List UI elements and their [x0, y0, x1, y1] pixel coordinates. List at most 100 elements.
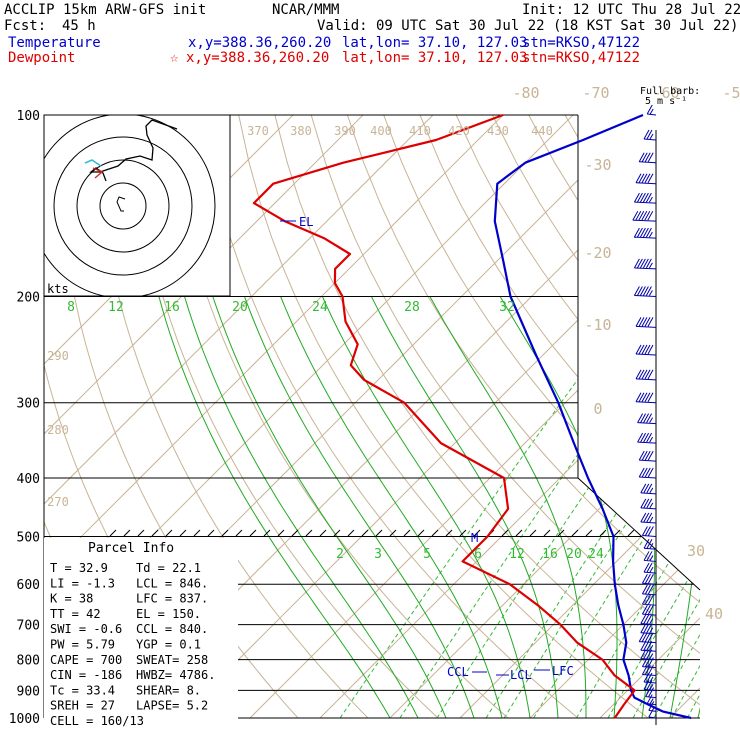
wind-barb-flag: [640, 413, 647, 423]
wind-barb-flag: [644, 594, 651, 605]
wind-barb-flag: [648, 687, 655, 697]
pressure-tick-label: 900: [17, 684, 40, 699]
dry-adiabat: [346, 115, 700, 718]
wind-barb: [635, 392, 657, 404]
wind-barb: [640, 649, 657, 661]
wind-barb-flag: [648, 707, 655, 718]
wind-barb-staff: [635, 378, 657, 381]
tropopause-hatch: [501, 529, 509, 537]
dewpoint-station: stn=RKSO,47122: [522, 50, 641, 66]
moist-adiabat: [499, 296, 618, 718]
dry-adiabat: [564, 115, 700, 718]
wind-barb-staff: [642, 582, 657, 585]
parcel-info-value: CELL = 160/13: [50, 714, 144, 728]
wind-barb-flag: [647, 467, 654, 478]
dry-adiabat: [93, 115, 369, 718]
wind-barb-flag: [647, 604, 654, 615]
wind-barb-flag: [638, 344, 645, 355]
wind-barb: [637, 413, 657, 425]
wind-barb: [635, 344, 657, 356]
pressure-tick-label: 500: [17, 530, 40, 545]
wind-barb-flag: [641, 467, 648, 478]
isotherm: [0, 115, 13, 718]
wind-barb-flag: [644, 526, 651, 536]
mixing-ratio-label: 28: [404, 300, 420, 315]
tropopause-hatch: [123, 529, 131, 537]
pressure-tick-label: 700: [17, 619, 40, 634]
wind-barb-staff: [643, 547, 657, 550]
wind-barb-staff: [635, 182, 657, 185]
wind-barb: [643, 129, 657, 141]
wind-barb-flag: [643, 623, 650, 634]
temperature-xy: x,y=388.36,260.20: [188, 35, 332, 51]
pressure-tick-label: 600: [17, 578, 40, 593]
wind-barb-flag: [647, 210, 654, 221]
moist-adiabat: [669, 296, 700, 718]
wind-barb-flag: [643, 614, 650, 624]
sounding-series: [252, 113, 692, 720]
wind-barb-flag: [647, 573, 654, 584]
wind-barb-flag: [649, 684, 654, 690]
parcel-info-value: LFC = 837.: [136, 592, 208, 606]
wind-barb-flag: [636, 192, 643, 203]
tropopause-hatch: [557, 529, 565, 537]
wind-barb-staff: [632, 219, 657, 222]
tropopause-hatch: [151, 529, 159, 537]
wind-barb-staff: [634, 201, 657, 204]
dry-adiabat: [310, 115, 700, 718]
storm-vector-mark: [92, 167, 104, 179]
wind-barb-flag: [640, 649, 647, 659]
parcel-info-background: [44, 538, 238, 720]
tropopause-hatch: [361, 529, 369, 537]
wind-barb-flag: [647, 594, 654, 605]
wind-barb-flag: [644, 344, 651, 355]
wind-barb-flag: [649, 133, 654, 140]
wind-barb-flag: [635, 317, 642, 327]
wind-barb-flag: [649, 627, 654, 634]
wind-barb-flag: [647, 632, 654, 642]
tropopause-hatch: [403, 529, 411, 537]
temperature-label: -70: [582, 84, 609, 102]
wind-barb-flag: [647, 152, 654, 162]
parcel-info-value: LAPSE= 5.2: [136, 699, 208, 713]
wind-barb-staff: [634, 267, 657, 270]
isotherm: [319, 115, 700, 718]
wind-barb-flag: [641, 392, 648, 402]
wind-barb-flag: [636, 258, 643, 269]
forecast-hours: 45 h: [62, 18, 96, 34]
wind-barb: [633, 258, 657, 270]
wind-barb-staff: [648, 716, 657, 719]
wind-barb-flag: [647, 584, 654, 595]
hodograph-units-label: kts: [47, 282, 69, 296]
wind-barb-flag: [645, 192, 652, 203]
wind-barb: [641, 526, 657, 537]
isotherm: [669, 115, 700, 718]
dry-adiabat: [492, 115, 700, 718]
wind-barb: [640, 641, 657, 652]
wind-barb-flag: [641, 594, 648, 605]
temperature-label: -80: [512, 84, 539, 102]
hodograph-frame: [43, 114, 231, 297]
isotherm: [459, 115, 700, 718]
theta-label: 420: [448, 124, 470, 138]
storm-motion-mark: [84, 159, 102, 167]
tropopause-hatch: [515, 529, 523, 537]
wind-barb-flag: [648, 290, 653, 296]
wind-barb-flag: [639, 286, 646, 296]
wind-barb-flag: [644, 450, 651, 461]
wind-barb-staff: [639, 476, 657, 479]
wind-barb-staff: [642, 613, 657, 616]
wind-barb-flag: [649, 676, 654, 683]
parcel-info-value: SREH = 27: [50, 699, 115, 713]
tropopause-hatch: [627, 529, 635, 537]
wind-barb: [633, 286, 657, 298]
theta-label: 410: [409, 124, 431, 138]
mixing-ratio-label: 2: [336, 547, 344, 562]
temperature-label: -30: [584, 156, 611, 174]
temperature-label: 40: [705, 605, 723, 623]
isotherm: [44, 115, 364, 718]
wind-barb-flag: [641, 450, 648, 461]
tropopause-hatch: [207, 529, 215, 537]
tropopause-hatch: [263, 529, 271, 537]
